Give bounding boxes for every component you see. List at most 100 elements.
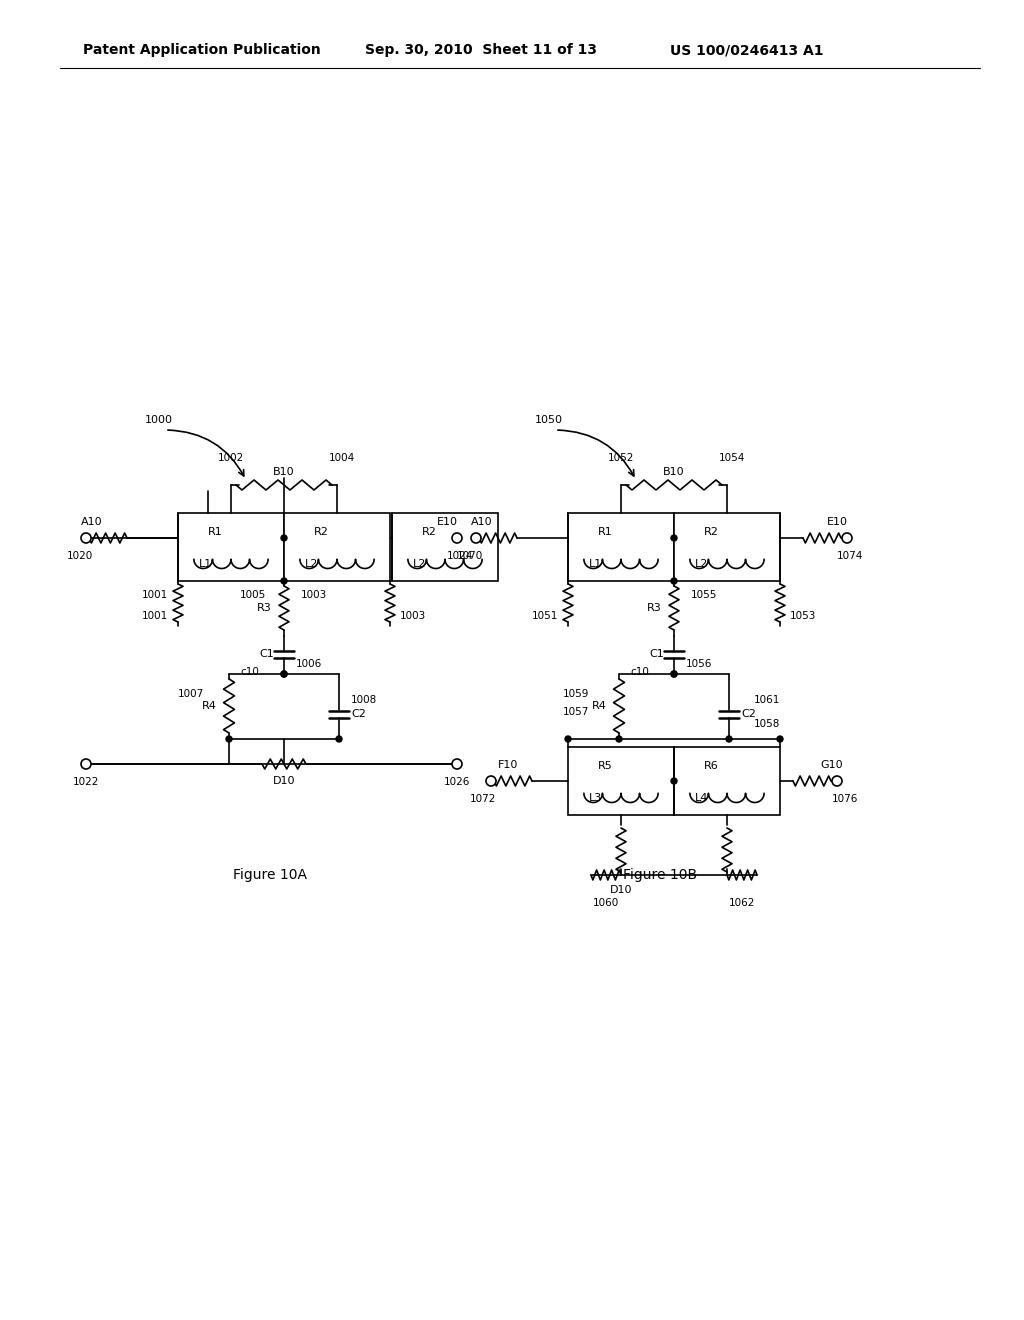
Circle shape — [471, 533, 481, 543]
Text: L2: L2 — [414, 560, 427, 569]
Text: 1022: 1022 — [73, 777, 99, 787]
Text: B10: B10 — [273, 467, 295, 477]
Text: F10: F10 — [498, 760, 518, 770]
Text: R2: R2 — [313, 527, 329, 537]
Text: 1070: 1070 — [457, 550, 483, 561]
Text: D10: D10 — [272, 776, 295, 785]
Text: 1074: 1074 — [837, 550, 863, 561]
Text: US 100/0246413 A1: US 100/0246413 A1 — [670, 44, 823, 57]
Text: 1003: 1003 — [301, 590, 327, 601]
Text: 1058: 1058 — [754, 719, 780, 729]
Text: 1061: 1061 — [754, 696, 780, 705]
Text: E10: E10 — [436, 517, 458, 527]
Circle shape — [777, 737, 783, 742]
Text: c10: c10 — [240, 667, 259, 677]
Circle shape — [671, 671, 677, 677]
Text: L2: L2 — [695, 560, 709, 569]
Bar — [284, 513, 390, 581]
Circle shape — [671, 578, 677, 583]
Circle shape — [281, 535, 287, 541]
Text: C1: C1 — [649, 649, 664, 659]
Circle shape — [671, 535, 677, 541]
Text: 1000: 1000 — [145, 414, 173, 425]
Text: R1: R1 — [208, 527, 222, 537]
Text: G10: G10 — [820, 760, 844, 770]
Bar — [674, 747, 780, 814]
Text: 1003: 1003 — [400, 611, 426, 620]
Text: L1: L1 — [589, 560, 602, 569]
Text: Figure 10B: Figure 10B — [623, 869, 697, 882]
Text: L2: L2 — [305, 560, 318, 569]
Text: L1: L1 — [200, 560, 212, 569]
Circle shape — [81, 759, 91, 770]
Text: 1004: 1004 — [329, 453, 355, 463]
Circle shape — [565, 737, 571, 742]
Text: 1006: 1006 — [296, 659, 323, 669]
Circle shape — [281, 671, 287, 677]
Circle shape — [842, 533, 852, 543]
Text: 1056: 1056 — [686, 659, 713, 669]
Text: 1062: 1062 — [729, 898, 755, 908]
Text: 1001: 1001 — [141, 590, 168, 601]
Text: 1007: 1007 — [178, 689, 204, 700]
Text: 1072: 1072 — [470, 795, 497, 804]
Text: 1052: 1052 — [608, 453, 634, 463]
Text: 1024: 1024 — [446, 550, 473, 561]
Text: 1026: 1026 — [443, 777, 470, 787]
Text: R3: R3 — [647, 603, 662, 612]
Circle shape — [671, 777, 677, 784]
Text: 1051: 1051 — [531, 611, 558, 620]
Text: 1001: 1001 — [141, 611, 168, 620]
Circle shape — [616, 737, 622, 742]
Text: R5: R5 — [598, 762, 612, 771]
Text: 1055: 1055 — [691, 590, 717, 601]
Text: D10: D10 — [609, 884, 632, 895]
Circle shape — [726, 737, 732, 742]
Circle shape — [81, 533, 91, 543]
Circle shape — [671, 671, 677, 677]
Text: C2: C2 — [741, 709, 756, 719]
Circle shape — [281, 578, 287, 583]
Text: R3: R3 — [257, 603, 272, 612]
Text: E10: E10 — [826, 517, 848, 527]
Bar — [178, 513, 284, 581]
Circle shape — [226, 737, 232, 742]
Text: R2: R2 — [703, 527, 719, 537]
Text: 1059: 1059 — [562, 689, 589, 700]
Text: 1050: 1050 — [535, 414, 563, 425]
Circle shape — [452, 759, 462, 770]
Text: 1054: 1054 — [719, 453, 745, 463]
Text: R2: R2 — [422, 527, 436, 537]
Text: C2: C2 — [351, 709, 366, 719]
Text: c10: c10 — [630, 667, 649, 677]
Text: Patent Application Publication: Patent Application Publication — [83, 44, 321, 57]
Text: 1005: 1005 — [240, 590, 266, 601]
Text: R6: R6 — [703, 762, 719, 771]
Text: L3: L3 — [589, 793, 602, 804]
Text: 1008: 1008 — [351, 696, 377, 705]
Text: 1060: 1060 — [593, 898, 620, 908]
Circle shape — [281, 671, 287, 677]
Text: 1002: 1002 — [218, 453, 244, 463]
Text: L4: L4 — [695, 793, 709, 804]
Text: Sep. 30, 2010  Sheet 11 of 13: Sep. 30, 2010 Sheet 11 of 13 — [365, 44, 597, 57]
Text: C1: C1 — [259, 649, 274, 659]
Text: 1020: 1020 — [67, 550, 93, 561]
Text: Figure 10A: Figure 10A — [233, 869, 307, 882]
Bar — [674, 513, 780, 581]
Text: R4: R4 — [592, 701, 607, 711]
Text: R1: R1 — [598, 527, 612, 537]
Text: 1053: 1053 — [790, 611, 816, 620]
Text: R4: R4 — [202, 701, 217, 711]
Bar — [568, 513, 674, 581]
Bar — [392, 513, 498, 581]
Circle shape — [486, 776, 496, 785]
Text: 1076: 1076 — [831, 795, 858, 804]
Bar — [568, 747, 674, 814]
Circle shape — [831, 776, 842, 785]
Text: A10: A10 — [81, 517, 102, 527]
Text: 1057: 1057 — [562, 708, 589, 717]
Circle shape — [452, 533, 462, 543]
Text: B10: B10 — [664, 467, 685, 477]
Circle shape — [336, 737, 342, 742]
